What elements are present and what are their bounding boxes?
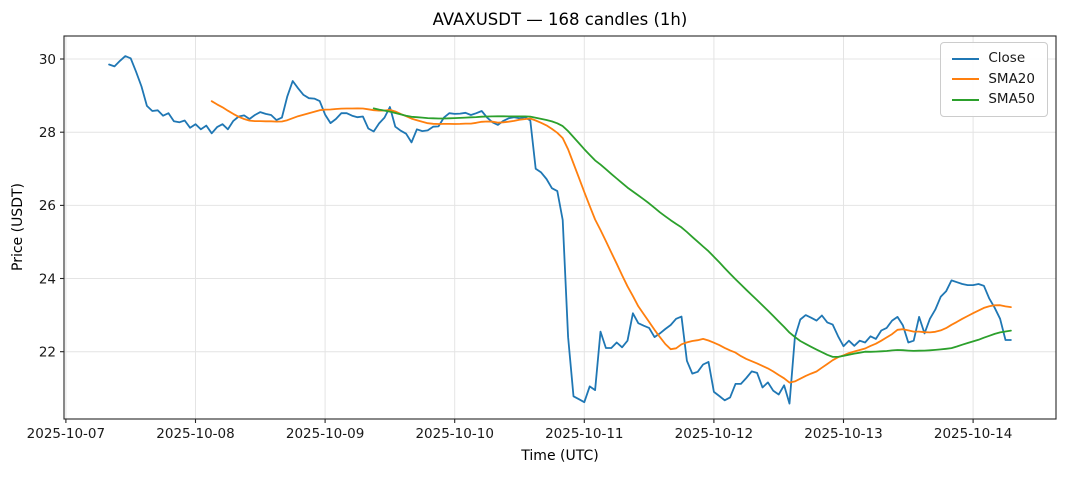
- y-tick-label: 24: [39, 271, 56, 287]
- x-tick-label: 2025-10-07: [27, 426, 105, 442]
- legend-line-swatch: [952, 57, 980, 60]
- close-line: [108, 55, 1012, 405]
- legend-item-sma20: SMA20: [952, 70, 1035, 87]
- x-tick-label: 2025-10-13: [804, 426, 882, 442]
- legend-label: SMA20: [988, 70, 1035, 87]
- sma20-line: [210, 100, 1012, 384]
- x-tick-label: 2025-10-14: [934, 426, 1012, 442]
- y-axis-label: Price (USDT): [10, 183, 26, 271]
- x-tick-label: 2025-10-08: [156, 426, 234, 442]
- x-tick-label: 2025-10-12: [675, 426, 753, 442]
- legend-label: Close: [988, 50, 1026, 66]
- x-axis-label: Time (UTC): [521, 448, 599, 464]
- legend-label: SMA50: [988, 91, 1035, 107]
- x-tick-label: 2025-10-09: [286, 426, 364, 442]
- legend: Close SMA20 SMA50: [940, 42, 1048, 117]
- x-tick-label: 2025-10-11: [545, 426, 623, 442]
- x-tick-label: 2025-10-10: [415, 426, 493, 442]
- legend-line-swatch: [952, 78, 980, 81]
- plot-border: [63, 35, 1057, 420]
- y-tick-label: 26: [39, 198, 56, 214]
- legend-line-swatch: [952, 98, 980, 101]
- legend-item-sma50: SMA50: [952, 91, 1035, 107]
- legend-item-close: Close: [952, 50, 1035, 66]
- y-tick-label: 22: [39, 345, 56, 361]
- chart-title: AVAXUSDT — 168 candles (1h): [432, 10, 688, 29]
- y-tick-label: 28: [39, 125, 56, 141]
- sma50-line: [372, 107, 1012, 358]
- y-tick-label: 30: [39, 52, 56, 68]
